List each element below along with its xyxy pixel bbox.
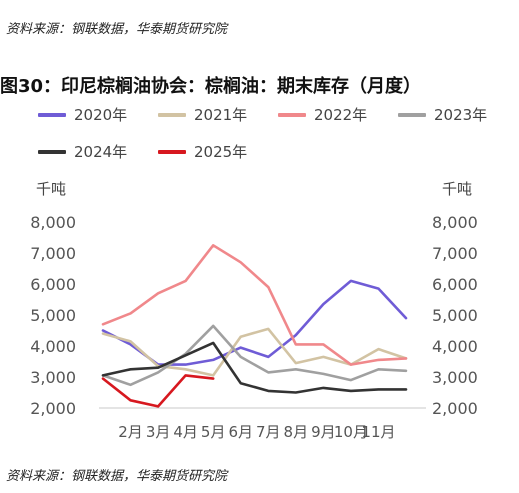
legend-label: 2021年 [194,106,248,124]
y-tick-label-left: 5,000 [30,306,76,325]
series-line-2021年 [101,327,408,377]
source-note-top: 资料来源：钢联数据，华泰期货研究院 [6,22,228,37]
source-note-bottom: 资料来源：钢联数据，华泰期货研究院 [6,469,228,484]
series-line-2022年 [101,244,408,366]
series-line-2025年 [101,374,215,408]
y-tick-label-left: 8,000 [30,213,76,232]
legend-item-2020年: 2020年 [38,104,127,125]
legend-label: 2023年 [434,106,488,124]
legend-label: 2022年 [314,106,368,124]
x-tick-label: 5月 [201,423,226,441]
series-line-2020年 [101,279,408,366]
x-tick-label: 6月 [228,423,253,441]
y-axis-unit-left: 千吨 [36,180,67,198]
legend-swatch [398,112,426,117]
series-line-2024年 [101,341,408,394]
series-line-2023年 [101,324,408,387]
x-tick-label: 9月 [311,423,336,441]
y-tick-label-right: 2,000 [432,399,478,418]
y-tick-label-right: 6,000 [432,275,478,294]
legend-swatch [38,149,66,154]
y-axis-unit-right: 千吨 [442,180,473,198]
y-tick-label-right: 7,000 [432,244,478,263]
legend-swatch [158,112,186,117]
chart-title: 图30：印尼棕榈油协会：棕榈油：期末库存（月度） [0,76,422,97]
y-tick-label-left: 3,000 [30,368,76,387]
x-tick-label: 7月 [256,423,281,441]
legend-label: 2025年 [194,143,248,161]
x-tick-label: 11月 [361,423,395,441]
legend-label: 2020年 [74,106,128,124]
x-tick-label: 4月 [173,423,198,441]
x-tick-label: 2月 [118,423,143,441]
legend-item-2022年: 2022年 [278,104,367,125]
legend-item-2023年: 2023年 [398,104,487,125]
y-tick-label-left: 2,000 [30,399,76,418]
y-tick-label-right: 3,000 [432,368,478,387]
y-tick-label-right: 8,000 [432,213,478,232]
x-tick-label: 3月 [146,423,171,441]
legend-item-2024年: 2024年 [38,141,127,162]
legend-item-2021年: 2021年 [158,104,247,125]
x-tick-label: 8月 [284,423,309,441]
x-tick-label: 10月 [334,423,368,441]
legend-item-2025年: 2025年 [158,141,247,162]
y-tick-label-right: 4,000 [432,337,478,356]
y-tick-label-left: 4,000 [30,337,76,356]
y-tick-label-right: 5,000 [432,306,478,325]
legend-swatch [278,112,306,117]
legend-swatch [38,112,66,117]
legend-label: 2024年 [74,143,128,161]
y-tick-label-left: 7,000 [30,244,76,263]
y-tick-label-left: 6,000 [30,275,76,294]
legend-swatch [158,149,186,154]
